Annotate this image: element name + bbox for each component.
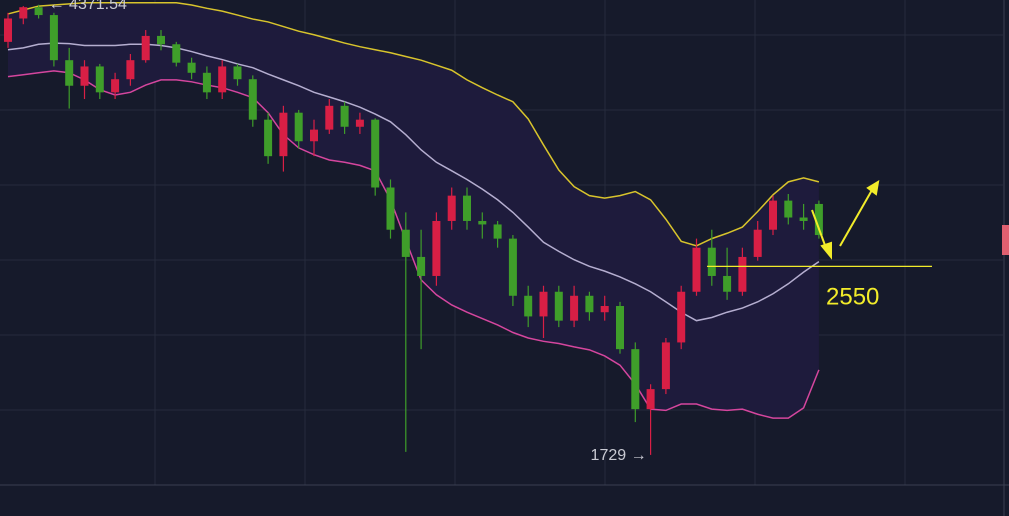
candle-body (677, 291, 686, 343)
candle-body (141, 35, 150, 61)
candle-body (325, 105, 334, 130)
candle-body (340, 105, 349, 127)
low-annotation: 1729 → (591, 447, 647, 464)
candle-body (585, 295, 594, 313)
candle-body (478, 220, 487, 225)
arrow (839, 189, 873, 247)
candle-body (218, 66, 227, 93)
candle-body (80, 66, 89, 86)
candle-body (49, 15, 58, 61)
candle-body (126, 60, 135, 80)
candle-body (814, 203, 823, 236)
band-line (7, 2, 820, 247)
candle-body (784, 200, 793, 218)
candle-body (386, 187, 395, 230)
candle-body (447, 195, 456, 221)
candle-body (723, 275, 732, 292)
candle-body (493, 224, 502, 239)
candle-body (570, 295, 579, 321)
candle-body (34, 7, 43, 16)
candle-body (111, 79, 120, 93)
band-line (7, 70, 820, 419)
candle-body (187, 62, 196, 73)
candle-body (554, 291, 563, 321)
candle-body (355, 119, 364, 127)
candle-body (157, 35, 165, 45)
high-annotation: ← 4371.54 (49, 0, 127, 13)
candle-body (539, 291, 548, 317)
candle-body (401, 229, 410, 257)
candle-body (432, 220, 441, 276)
candle-body (508, 238, 517, 296)
candle-body (738, 256, 747, 292)
candle-body (524, 295, 533, 317)
candle-body (279, 112, 288, 157)
candle-body (646, 389, 655, 410)
candle-body (233, 66, 242, 80)
candle-body (769, 200, 777, 230)
candle-body (707, 247, 716, 276)
candle-body (202, 72, 211, 93)
candle-body (600, 305, 609, 313)
price-tag (1002, 225, 1009, 255)
candle-body (753, 229, 762, 257)
candle-body (616, 305, 624, 350)
candle-body (65, 60, 74, 86)
candle-body (264, 119, 273, 157)
arrow-head (866, 180, 880, 196)
arrow-head (820, 241, 832, 260)
candle-body (4, 18, 12, 42)
candle-body (631, 349, 640, 410)
candle-body (172, 44, 181, 63)
candle-body (692, 247, 701, 292)
candle-body (294, 112, 303, 142)
arrow (811, 209, 827, 249)
level-label: 2550 (826, 284, 879, 311)
drawings (811, 180, 880, 260)
candle-body (19, 7, 28, 19)
candle-body (661, 342, 670, 390)
candle-body (371, 119, 380, 188)
plot: 2550 ← 4371.54 1729 → (4, 0, 932, 464)
candle-body (248, 79, 257, 120)
candle-body (799, 217, 808, 221)
candle-body (310, 129, 318, 142)
candle-body (417, 256, 426, 276)
candle-body (95, 66, 104, 93)
candle-body (463, 195, 471, 221)
